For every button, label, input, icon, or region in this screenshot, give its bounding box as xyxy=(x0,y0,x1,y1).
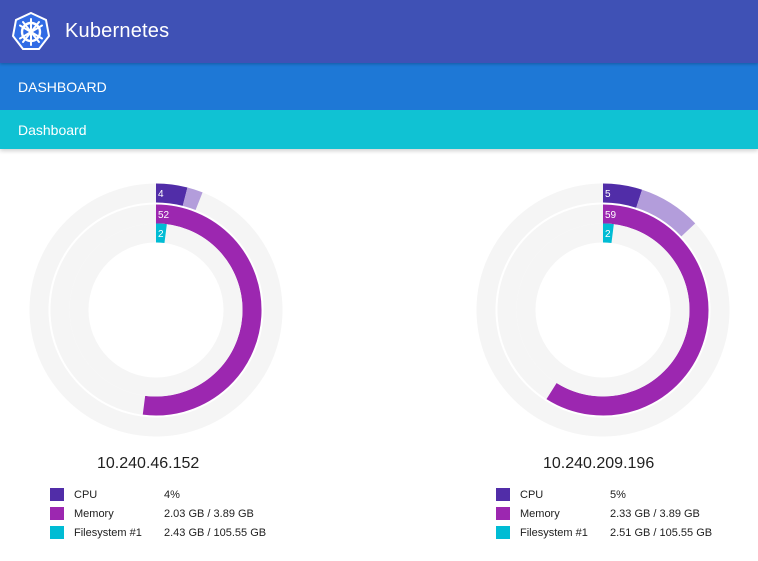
cpu-swatch xyxy=(50,488,64,501)
legend-label-memory: Memory xyxy=(74,507,114,520)
legend-value-filesystem: 2.51 GB / 105.55 GB xyxy=(610,526,713,539)
legend-value-cpu: 4% xyxy=(164,488,180,501)
filesystem-1-usage-arc[interactable] xyxy=(602,223,614,244)
filesystem-1-usage-arc[interactable] xyxy=(155,223,167,244)
node-usage-chart-1: 4 52 2 xyxy=(29,183,283,437)
memory-usage-arc[interactable] xyxy=(142,204,262,416)
legend-label-memory: Memory xyxy=(520,507,560,520)
legend-row-memory: Memory 2.03 GB / 3.89 GB xyxy=(50,504,300,523)
cpu-usage-arc[interactable] xyxy=(155,183,188,206)
memory-ring-value-label: 52 xyxy=(158,210,170,221)
cpu-ring-value-label: 5 xyxy=(605,189,611,200)
node-ip-title-1: 10.240.46.152 xyxy=(97,455,200,472)
filesystem-swatch xyxy=(496,526,510,539)
top-app-bar: Kubernetes xyxy=(0,0,758,63)
node-usage-content: 4 52 2 10.240.46.152 CPU 4% Memory 2.03 GB… xyxy=(0,149,758,561)
cpu-swatch xyxy=(496,488,510,501)
legend-value-filesystem: 2.43 GB / 105.55 GB xyxy=(164,526,267,539)
legend-row-filesystem: Filesystem #1 2.43 GB / 105.55 GB xyxy=(50,523,300,542)
kubernetes-helm-icon[interactable] xyxy=(10,11,52,53)
cpu-secondary-usage-arc[interactable] xyxy=(182,187,203,211)
legend-label-filesystem: Filesystem #1 xyxy=(520,526,588,539)
legend-label-cpu: CPU xyxy=(74,488,98,501)
memory-swatch xyxy=(496,507,510,520)
breadcrumb: Dashboard xyxy=(0,110,758,149)
node-usage-chart-2: 5 59 2 xyxy=(476,183,730,437)
legend-row-memory: Memory 2.33 GB / 3.89 GB xyxy=(496,504,746,523)
memory-ring-value-label: 59 xyxy=(605,210,617,221)
usage-ring-track-filesystem-1 xyxy=(516,223,690,397)
usage-legend-1: CPU 4% Memory 2.03 GB / 3.89 GB Filesyst… xyxy=(50,485,300,542)
node-card-2: 5 59 2 10.240.209.196 CPU 5% Memory 2.33 G… xyxy=(379,149,758,561)
legend-value-memory: 2.03 GB / 3.89 GB xyxy=(164,507,254,520)
legend-row-filesystem: Filesystem #1 2.51 GB / 105.55 GB xyxy=(496,523,746,542)
memory-swatch xyxy=(50,507,64,520)
cpu-usage-arc[interactable] xyxy=(602,183,643,208)
legend-label-cpu: CPU xyxy=(520,488,544,501)
node-card-1: 4 52 2 10.240.46.152 CPU 4% Memory 2.03 GB… xyxy=(0,149,379,561)
breadcrumb-dashboard[interactable]: Dashboard xyxy=(18,121,87,138)
cpu-secondary-usage-arc[interactable] xyxy=(635,189,696,237)
legend-value-cpu: 5% xyxy=(610,488,626,501)
node-ip-title-2: 10.240.209.196 xyxy=(543,455,655,472)
legend-row-cpu: CPU 5% xyxy=(496,485,746,504)
dashboard-tab[interactable]: DASHBOARD xyxy=(0,63,758,110)
filesystem-1-ring-value-label: 2 xyxy=(605,229,611,240)
legend-value-memory: 2.33 GB / 3.89 GB xyxy=(610,507,700,520)
cpu-ring-value-label: 4 xyxy=(158,189,164,200)
legend-row-cpu: CPU 4% xyxy=(50,485,300,504)
filesystem-swatch xyxy=(50,526,64,539)
legend-label-filesystem: Filesystem #1 xyxy=(74,526,142,539)
filesystem-1-ring-value-label: 2 xyxy=(158,229,164,240)
usage-legend-2: CPU 5% Memory 2.33 GB / 3.89 GB Filesyst… xyxy=(496,485,746,542)
app-title[interactable]: Kubernetes xyxy=(65,20,170,42)
memory-usage-arc[interactable] xyxy=(546,204,709,416)
usage-ring-track-filesystem-1 xyxy=(69,223,243,397)
dashboard-tab-label: DASHBOARD xyxy=(18,78,107,95)
